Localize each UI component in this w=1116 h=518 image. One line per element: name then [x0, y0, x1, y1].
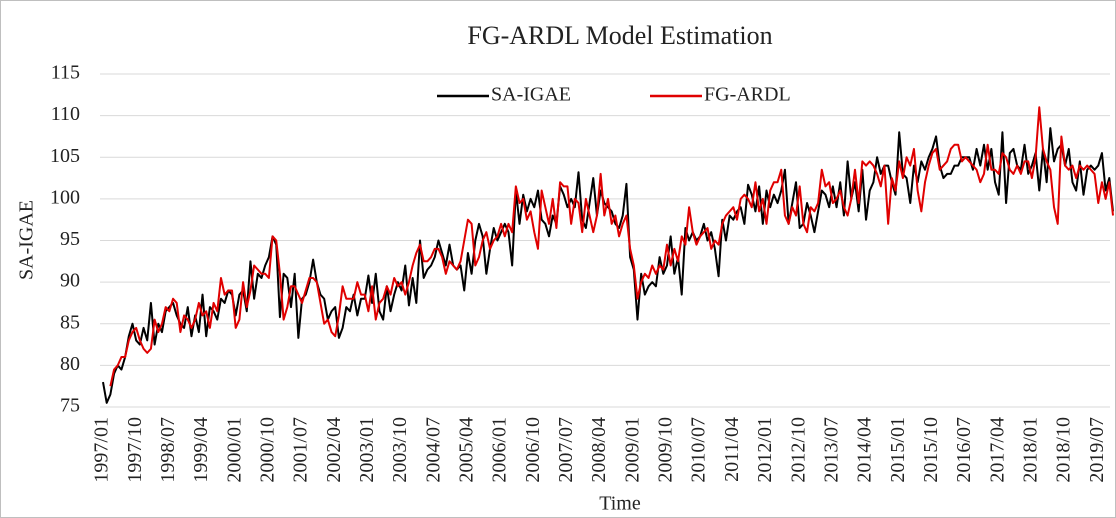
x-tick-label: 2013/07 — [820, 417, 842, 483]
x-tick-label: 2003/01 — [356, 417, 378, 483]
x-tick-label: 2004/07 — [422, 417, 444, 483]
chart-title: FG-ARDL Model Estimation — [467, 21, 772, 50]
x-tick-label: 1998/07 — [157, 417, 179, 483]
legend-label: FG-ARDL — [704, 84, 791, 106]
y-tick-label: 100 — [50, 186, 80, 208]
x-tick-label: 2001/07 — [290, 417, 312, 483]
x-tick-label: 2005/04 — [456, 417, 478, 483]
y-tick-label: 95 — [60, 228, 80, 250]
y-tick-label: 80 — [60, 353, 80, 375]
y-axis-title: SA-IGAE — [16, 200, 38, 280]
y-tick-label: 110 — [51, 103, 80, 125]
x-tick-label: 2010/07 — [688, 417, 710, 483]
y-tick-label: 105 — [50, 145, 80, 167]
x-tick-label: 1999/04 — [190, 417, 212, 483]
x-tick-label: 2009/01 — [621, 417, 643, 483]
x-tick-label: 1997/01 — [91, 417, 113, 483]
x-axis-title: Time — [599, 493, 641, 515]
x-tick-label: 2006/01 — [489, 417, 511, 483]
x-tick-label: 2015/01 — [887, 417, 909, 483]
x-tick-label: 2014/04 — [854, 417, 876, 483]
x-tick-label: 2015/10 — [920, 417, 942, 483]
y-tick-label: 115 — [51, 62, 80, 84]
x-tick-label: 2017/04 — [986, 417, 1008, 483]
x-tick-label: 2007/07 — [555, 417, 577, 483]
x-tick-label: 2016/07 — [953, 417, 975, 483]
series-line — [109, 106, 1114, 387]
y-tick-label: 90 — [60, 270, 80, 292]
x-tick-label: 2000/01 — [223, 417, 245, 483]
x-tick-label: 2006/10 — [522, 417, 544, 483]
y-tick-label: 75 — [60, 395, 80, 417]
x-tick-label: 2008/04 — [588, 417, 610, 483]
x-tick-label: 2000/10 — [256, 417, 278, 483]
x-tick-label: 2012/10 — [787, 417, 809, 483]
x-tick-label: 2012/01 — [754, 417, 776, 483]
x-tick-label: 2009/10 — [655, 417, 677, 483]
x-tick-label: 2003/10 — [389, 417, 411, 483]
x-tick-label: 2018/10 — [1053, 417, 1075, 483]
x-tick-label: 2018/01 — [1019, 417, 1041, 483]
x-tick-label: 2019/07 — [1086, 417, 1108, 483]
y-tick-label: 85 — [60, 311, 80, 333]
legend-label: SA-IGAE — [491, 84, 571, 106]
x-tick-label: 1997/10 — [124, 417, 146, 483]
x-tick-label: 2011/04 — [721, 417, 743, 482]
x-tick-label: 2002/04 — [323, 417, 345, 483]
